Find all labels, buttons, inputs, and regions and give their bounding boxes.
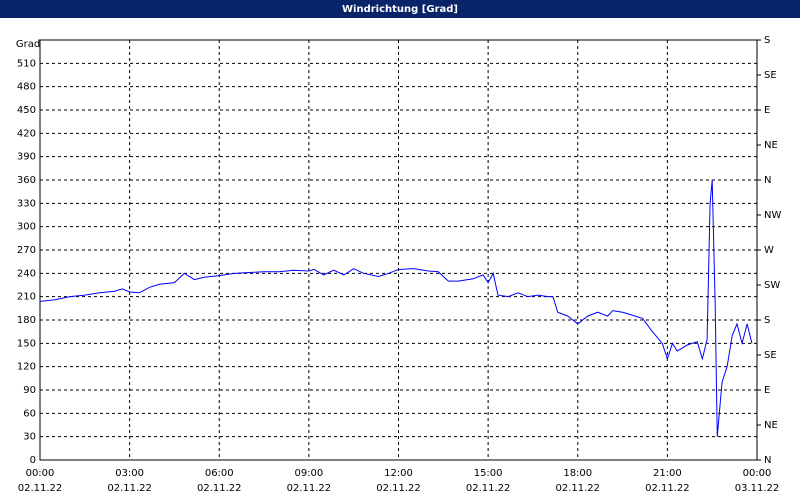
x-tick-date: 02.11.22 [466, 483, 511, 494]
y-tick-label: 330 [17, 198, 36, 209]
y-tick-label: 210 [17, 292, 36, 303]
y-tick-label: 30 [23, 432, 36, 443]
x-tick-date: 03.11.22 [735, 483, 780, 494]
y-tick-label: 60 [23, 408, 36, 419]
x-tick-label: 12:00 [384, 468, 413, 479]
x-tick-label: 00:00 [743, 468, 772, 479]
y-tick-label: 0 [30, 455, 36, 466]
x-tick-date: 02.11.22 [18, 483, 63, 494]
y2-tick-label: E [764, 385, 770, 396]
y-tick-label: 420 [17, 128, 36, 139]
y-tick-label: 90 [23, 385, 36, 396]
y2-tick-label: NE [764, 420, 778, 431]
y2-tick-label: N [764, 175, 771, 186]
y-tick-label: 450 [17, 105, 36, 116]
y-tick-label: 360 [17, 175, 36, 186]
x-tick-date: 02.11.22 [555, 483, 600, 494]
y-axis-label: Grad [16, 39, 40, 50]
y2-tick-label: SW [764, 280, 780, 291]
chart-title: Windrichtung [Grad] [342, 4, 458, 15]
x-tick-label: 00:00 [26, 468, 55, 479]
x-tick-date: 02.11.22 [645, 483, 690, 494]
x-tick-label: 21:00 [653, 468, 682, 479]
y2-tick-label: W [764, 245, 774, 256]
line-series [39, 179, 753, 437]
y-tick-label: 180 [17, 315, 36, 326]
y-tick-label: 150 [17, 338, 36, 349]
y2-tick-label: E [764, 105, 770, 116]
x-tick-label: 15:00 [474, 468, 503, 479]
y-tick-label: 480 [17, 82, 36, 93]
y2-tick-label: N [764, 455, 771, 466]
y-tick-label: 270 [17, 245, 36, 256]
y2-tick-label: NE [764, 140, 778, 151]
x-tick-label: 03:00 [115, 468, 144, 479]
x-tick-label: 09:00 [294, 468, 323, 479]
x-tick-label: 06:00 [205, 468, 234, 479]
y2-tick-label: SE [764, 350, 777, 361]
y2-tick-label: NW [764, 210, 781, 221]
y-tick-label: 390 [17, 152, 36, 163]
x-tick-date: 02.11.22 [197, 483, 242, 494]
y-tick-label: 510 [17, 58, 36, 69]
y2-tick-label: S [764, 315, 770, 326]
x-tick-date: 02.11.22 [287, 483, 332, 494]
y-tick-label: 120 [17, 362, 36, 373]
y-tick-label: 300 [17, 222, 36, 233]
title-bar [0, 0, 800, 18]
x-tick-date: 02.11.22 [376, 483, 421, 494]
x-tick-label: 18:00 [563, 468, 592, 479]
y-tick-label: 240 [17, 268, 36, 279]
y2-tick-label: SE [764, 70, 777, 81]
x-tick-date: 02.11.22 [107, 483, 152, 494]
y2-tick-label: S [764, 35, 770, 46]
